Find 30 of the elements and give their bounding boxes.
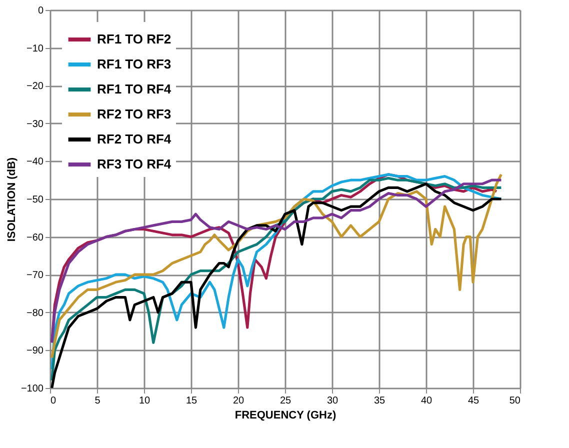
legend-label: RF2 TO RF4 [97,132,172,146]
y-tick-label: −30 [26,118,44,130]
x-tick-label: 25 [280,396,292,406]
y-tick-label: −20 [26,81,44,92]
y-tick-label: −50 [26,194,44,206]
x-tick-label: 40 [420,396,432,406]
y-tick-label: −40 [26,156,44,168]
y-tick-label: −80 [26,308,44,319]
legend-label: RF1 TO RF4 [97,82,172,96]
y-tick-label: −70 [26,270,44,282]
x-tick-label: 30 [326,396,338,406]
y-tick-label: −10 [26,43,44,54]
x-tick-label: 50 [509,396,521,406]
legend-label: RF2 TO RF3 [97,106,172,122]
x-tick-label: 5 [94,396,101,406]
x-axis-title: FREQUENCY (GHz) [234,410,336,422]
x-tick-label: 45 [468,396,480,406]
y-tick-label: −60 [26,232,44,244]
x-tick-label: 0 [50,396,56,406]
y-tick-label: −100 [20,384,44,394]
legend-label: RF1 TO RF2 [97,32,172,46]
y-tick-label: −90 [26,346,44,357]
x-tick-label: 10 [138,396,150,406]
x-tick-label: 20 [232,396,244,406]
x-tick-label: 15 [186,396,198,406]
legend-label: RF3 TO RF4 [97,156,172,172]
y-axis-title: ISOLATION (dB) [6,157,18,242]
legend-label: RF1 TO RF3 [97,56,172,72]
y-tick-label: 0 [38,6,44,16]
x-tick-label: 35 [374,396,386,406]
